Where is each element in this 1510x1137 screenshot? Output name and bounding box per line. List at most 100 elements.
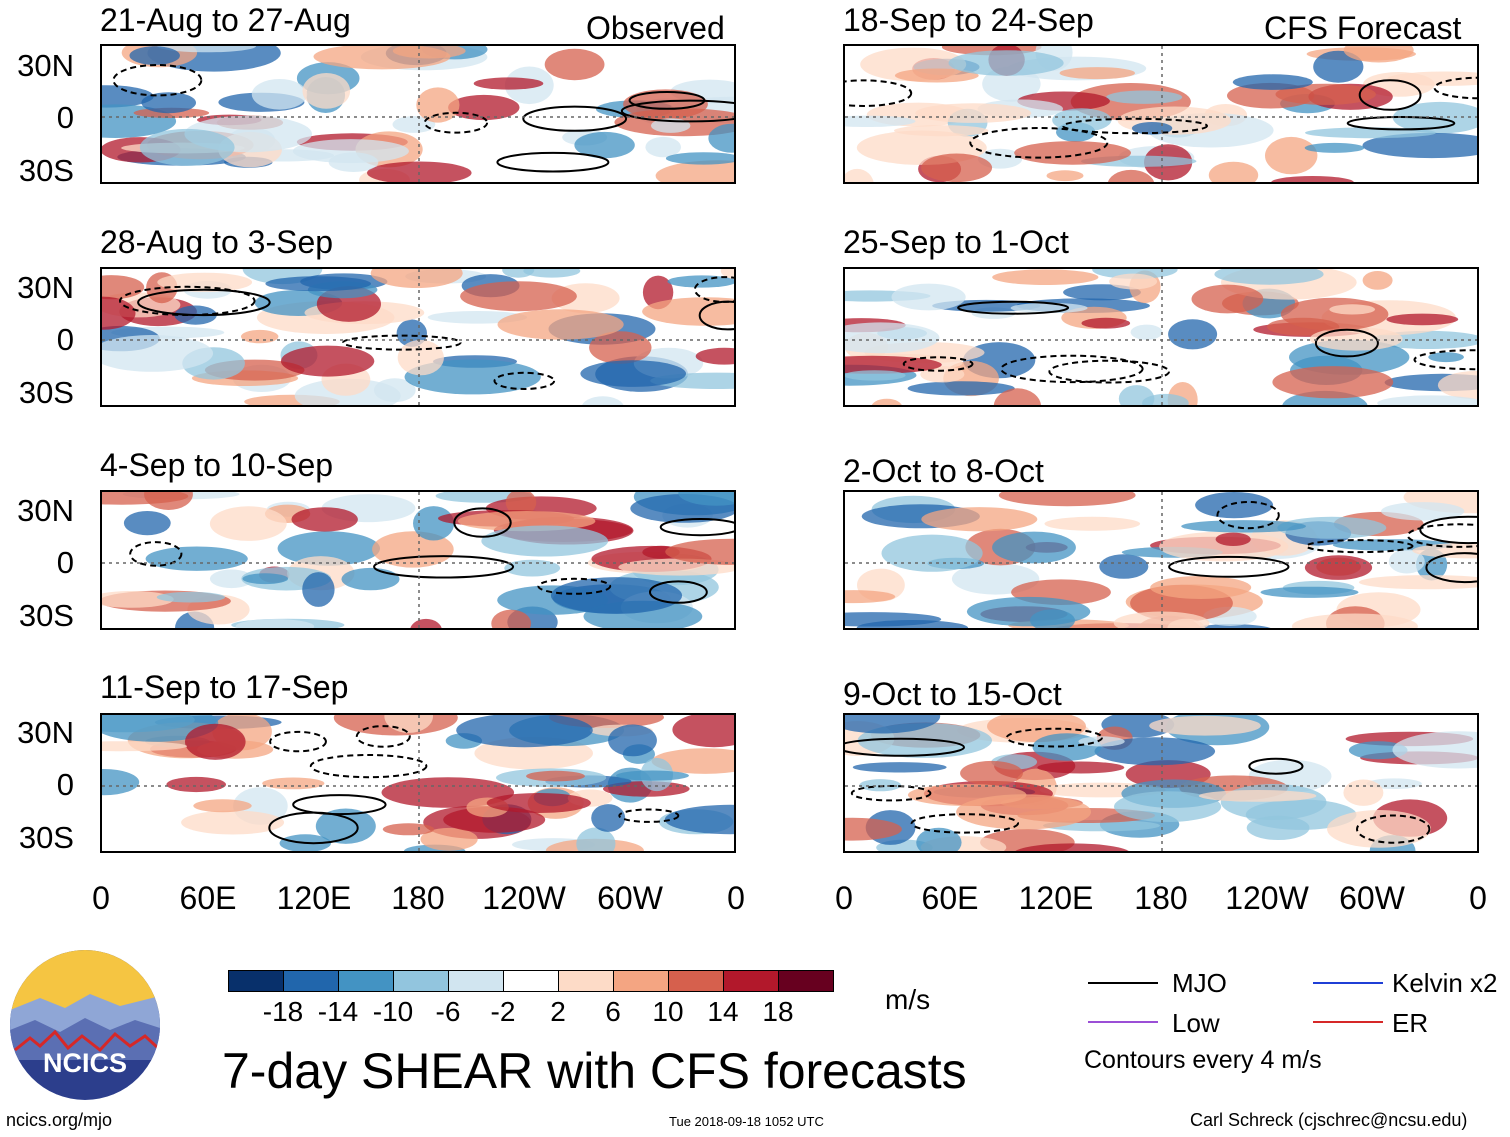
shear-anomaly-blob — [1381, 502, 1465, 521]
map-panel-left-2 — [100, 267, 736, 407]
lat-label-0-3: 0 — [56, 545, 74, 580]
colorbar-tick-label: -6 — [435, 996, 461, 1027]
shear-anomaly-blob — [1329, 304, 1376, 315]
shear-anomaly-blob — [1010, 302, 1088, 314]
mjo-contour — [1168, 555, 1290, 578]
map-panel-right-3 — [843, 490, 1479, 630]
lon-label-left-120w: 120W — [482, 880, 566, 916]
mjo-contour — [1406, 523, 1477, 548]
legend-er-line — [1313, 1021, 1383, 1023]
shear-anomaly-blob — [1232, 74, 1313, 90]
shear-anomaly-blob — [1198, 790, 1317, 802]
shear-anomaly-blob — [1358, 575, 1477, 590]
colorbar-tick-label: -18 — [262, 996, 304, 1027]
mjo-contour — [969, 127, 1109, 159]
shear-anomaly-blob — [1150, 576, 1252, 599]
observed-label: Observed — [586, 10, 725, 46]
shear-anomaly-blob — [1277, 516, 1387, 539]
shear-anomaly-blob — [1343, 46, 1414, 63]
shear-anomaly-blob — [1191, 284, 1264, 314]
mjo-contour — [902, 356, 974, 372]
footer-author: Carl Schreck (cjschrec@ncsu.edu) — [1190, 1110, 1468, 1130]
shear-anomaly-blob — [392, 46, 466, 59]
shear-anomaly-blob — [315, 808, 376, 844]
shear-anomaly-blob — [397, 339, 444, 376]
panel-title-left-2: 28-Aug to 3-Sep — [100, 224, 334, 260]
mjo-contour — [845, 737, 965, 757]
mjo-contour — [373, 555, 515, 579]
shear-field-left-1 — [102, 46, 734, 182]
shear-anomaly-blob — [998, 492, 1136, 507]
shear-anomaly-blob — [1275, 83, 1376, 105]
shear-anomaly-blob — [1304, 142, 1365, 153]
shear-anomaly-blob — [645, 136, 681, 158]
mjo-contour — [341, 334, 462, 351]
mjo-contour — [355, 725, 411, 748]
colorbar-swatch — [393, 970, 449, 992]
legend-er-label: ER — [1392, 1008, 1429, 1038]
mjo-contour — [1419, 515, 1477, 545]
shear-field-right-2 — [845, 269, 1477, 405]
shear-anomaly-blob — [1291, 613, 1418, 628]
mjo-contour — [1413, 349, 1477, 371]
shear-anomaly-blob — [544, 48, 605, 81]
shear-anomaly-blob — [1037, 761, 1125, 774]
shear-anomaly-blob — [1099, 554, 1149, 579]
shear-anomaly-blob — [856, 620, 969, 628]
shear-anomaly-blob — [1109, 273, 1158, 290]
shear-anomaly-blob — [1130, 324, 1163, 340]
shear-anomaly-blob — [102, 335, 214, 372]
shear-anomaly-blob — [420, 827, 478, 851]
mjo-contour — [453, 507, 512, 538]
shear-anomaly-blob — [1327, 810, 1431, 848]
shear-anomaly-blob — [491, 609, 532, 628]
shear-anomaly-blob — [1059, 67, 1135, 80]
shear-anomaly-blob — [891, 283, 966, 311]
map-panel-left-1 — [100, 44, 736, 184]
shear-anomaly-blob — [881, 534, 983, 572]
shear-anomaly-blob — [608, 724, 657, 757]
lon-label-left-60e: 60E — [179, 880, 237, 916]
shear-anomaly-blob — [665, 538, 734, 565]
shear-anomaly-blob — [102, 741, 188, 752]
shear-anomaly-blob — [265, 276, 371, 292]
mjo-contour — [537, 577, 612, 595]
shear-field-left-4 — [102, 715, 734, 851]
lat-label-30s-2: 30S — [18, 375, 74, 410]
shear-anomaly-blob — [504, 559, 561, 577]
shear-field-right-1 — [845, 46, 1477, 182]
map-panel-left-4 — [100, 713, 736, 853]
mjo-contour — [1346, 116, 1456, 131]
shear-anomaly-blob — [102, 275, 145, 300]
mjo-contour — [850, 785, 932, 802]
mjo-contour — [698, 300, 734, 331]
mjo-contour — [659, 518, 734, 537]
logo-text: NCICS — [42, 1048, 127, 1078]
lon-label-left-180: 180 — [391, 880, 445, 916]
colorbar-tick-label: 2 — [550, 996, 566, 1027]
panel-title-right-4: 9-Oct to 15-Oct — [843, 676, 1062, 712]
panel-title-left-3: 4-Sep to 10-Sep — [100, 447, 334, 483]
mjo-contour — [309, 754, 428, 779]
shear-anomaly-blob — [1362, 132, 1477, 159]
footer-url[interactable]: ncics.org/mjo — [6, 1110, 113, 1130]
lon-label-right-120e: 120E — [1018, 880, 1094, 916]
shear-anomaly-blob — [708, 123, 734, 153]
shear-anomaly-blob — [845, 355, 942, 374]
shear-anomaly-blob — [1149, 715, 1261, 736]
shear-anomaly-blob — [1168, 319, 1218, 350]
mjo-contour — [1248, 757, 1304, 775]
lat-label-30s-4: 30S — [18, 820, 74, 855]
shear-anomaly-blob — [1309, 327, 1403, 351]
shear-anomaly-blob — [845, 322, 940, 354]
shear-anomaly-blob — [141, 92, 196, 114]
shear-anomaly-blob — [678, 492, 734, 506]
colorbar-tick-label: 14 — [707, 996, 739, 1027]
shear-anomaly-blob — [1388, 549, 1425, 574]
shear-anomaly-blob — [1220, 784, 1327, 820]
shear-anomaly-blob — [1215, 532, 1251, 546]
shear-anomaly-blob — [921, 153, 993, 182]
shear-anomaly-blob — [1014, 141, 1131, 165]
shear-anomaly-blob — [1343, 779, 1384, 806]
lat-label-30n-1: 30N — [17, 48, 74, 83]
